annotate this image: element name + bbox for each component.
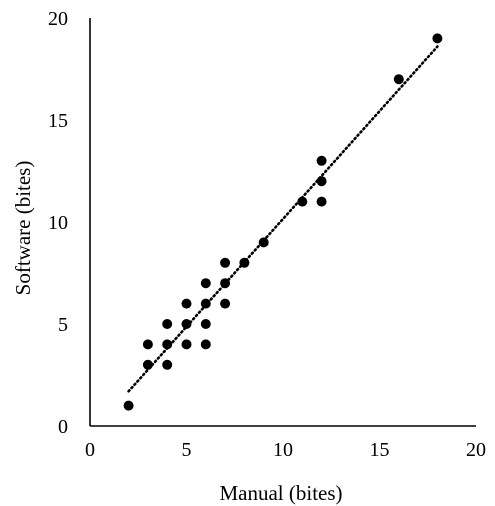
data-point [162,359,173,370]
y-tick-label: 20 [48,8,68,30]
x-tick-label: 10 [273,439,293,461]
data-point [200,319,211,329]
y-tick-label: 10 [48,212,68,234]
data-point [220,278,231,289]
data-point [181,319,192,329]
data-point [162,339,173,350]
data-point [200,298,211,309]
data-point [316,176,327,187]
data-point [297,196,308,207]
data-point [200,278,211,289]
x-tick-label: 5 [182,439,192,461]
data-point [220,298,231,309]
x-tick-label: 15 [370,439,390,461]
x-tick-label: 0 [85,439,95,461]
y-tick-label: 15 [48,110,68,132]
y-axis-title: Software (bites) [11,161,35,296]
x-tick-labels: 0 5 10 15 20 [85,439,486,461]
data-point [181,339,192,350]
data-point [316,155,327,166]
data-point [200,339,211,350]
y-tick-label: 5 [58,314,68,336]
plot-area [123,33,443,411]
data-point [142,359,153,370]
data-point [393,74,404,85]
data-point [258,237,269,248]
x-tick-label: 20 [466,439,486,461]
data-point [220,257,231,268]
data-point [162,319,173,329]
y-tick-labels: 0 5 10 15 20 [48,8,68,438]
data-point [316,196,327,207]
y-tick-label: 0 [58,416,68,438]
trendline [127,45,439,393]
data-point [181,298,192,309]
data-point [142,339,153,350]
data-point [239,257,250,268]
data-point [123,400,134,411]
data-point [432,33,443,44]
x-axis-title: Manual (bites) [219,481,342,505]
